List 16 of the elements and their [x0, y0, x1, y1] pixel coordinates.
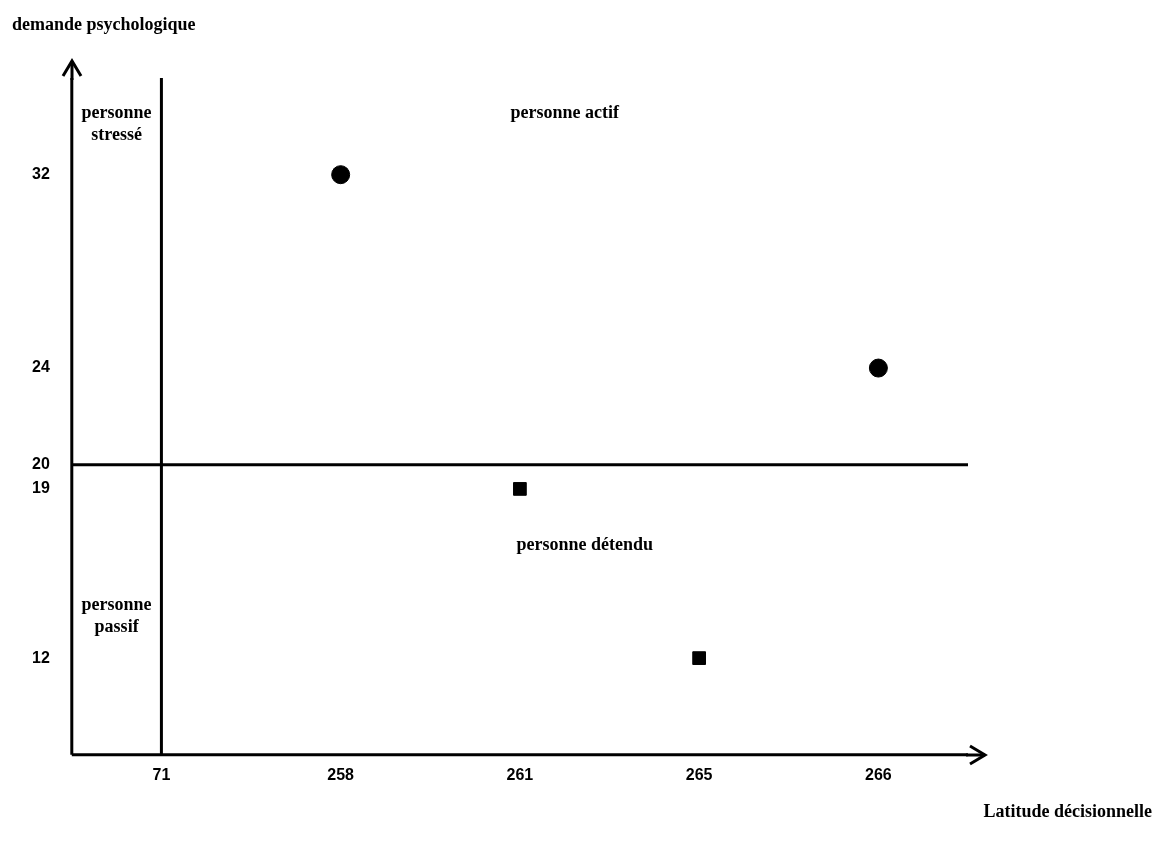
annotation: personne stressé	[81, 102, 152, 144]
y-tick-label: 24	[32, 358, 50, 376]
x-tick-label: 71	[152, 765, 171, 783]
x-tick-label: 261	[506, 765, 534, 783]
x-axis-title: Latitude décisionnelle	[983, 800, 1152, 821]
x-tick-label: 266	[865, 765, 892, 783]
y-tick-label: 19	[32, 479, 50, 497]
y-tick-label: 12	[32, 648, 50, 666]
annotation: personne actif	[510, 102, 620, 122]
x-tick-label: 265	[685, 765, 713, 783]
y-tick-label: 20	[32, 455, 50, 473]
x-tick-label: 258	[327, 765, 355, 783]
y-tick-label: 32	[32, 165, 50, 183]
annotation: personne passif	[81, 593, 152, 636]
y-axis-title: demande psychologique	[12, 14, 196, 34]
annotation: personne détendu	[516, 533, 653, 554]
